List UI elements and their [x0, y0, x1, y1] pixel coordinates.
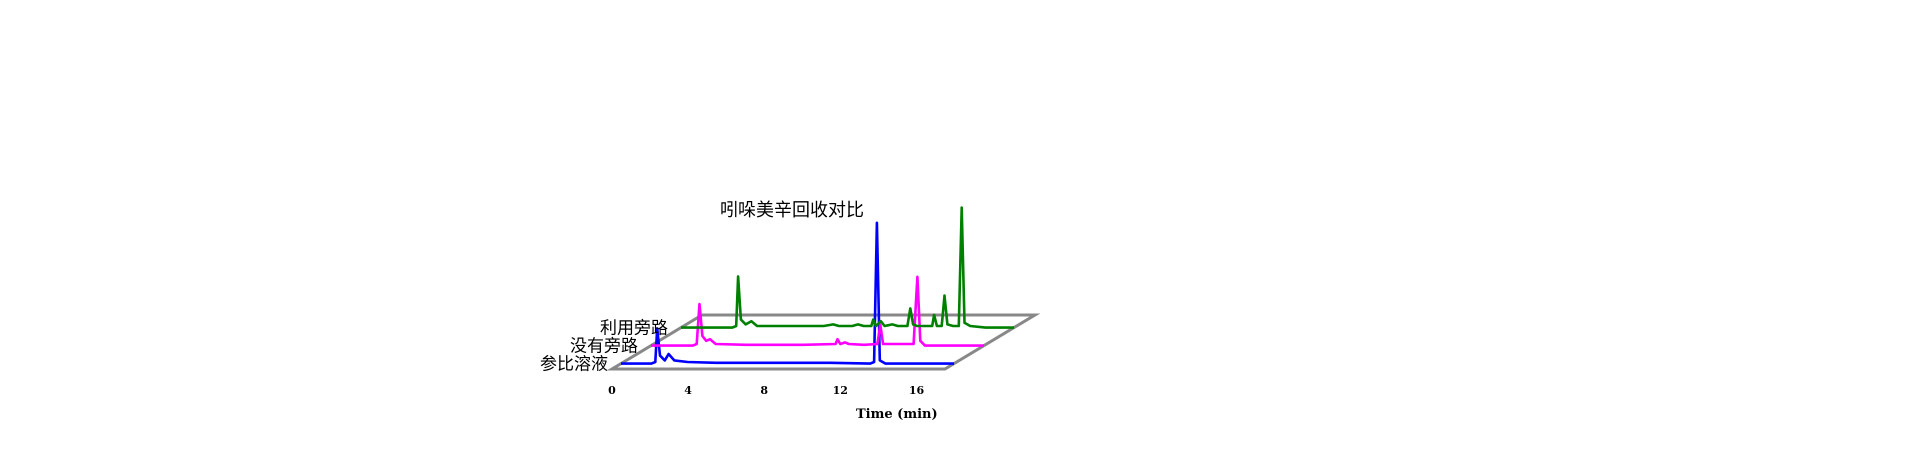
series-line-1 [621, 221, 954, 365]
x-tick-labels: 0 4 8 12 16 [608, 384, 924, 397]
chart-title: 吲哚美辛回收对比 [720, 200, 864, 221]
x-tick-label: 4 [684, 384, 692, 397]
floor-plane [606, 313, 1041, 371]
x-tick-label: 8 [760, 384, 768, 397]
series-label-3: 利用旁路 [600, 319, 668, 339]
series-label-2: 没有旁路 [570, 337, 638, 357]
x-axis-title: Time (min) [856, 407, 938, 422]
series-label-1: 参比溶液 [540, 355, 608, 375]
x-tick-label: 0 [608, 384, 616, 397]
series-line-2 [651, 275, 984, 347]
x-tick-label: 12 [833, 384, 848, 397]
series-line-3 [681, 206, 1014, 329]
x-tick-label: 16 [909, 384, 925, 397]
